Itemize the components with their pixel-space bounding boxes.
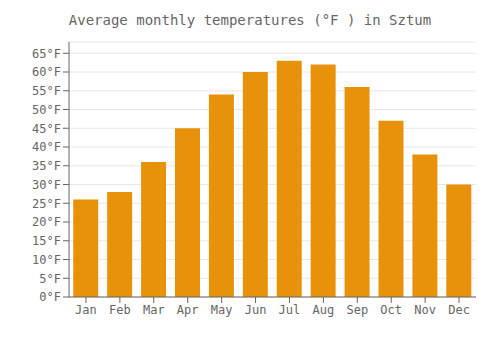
svg-text:May: May: [211, 303, 233, 317]
svg-text:Feb: Feb: [109, 303, 131, 317]
svg-text:Mar: Mar: [143, 303, 165, 317]
svg-text:Jun: Jun: [245, 303, 267, 317]
svg-text:10°F: 10°F: [32, 253, 61, 267]
svg-text:20°F: 20°F: [32, 215, 61, 229]
svg-text:45°F: 45°F: [32, 122, 61, 136]
svg-text:50°F: 50°F: [32, 103, 61, 117]
svg-text:30°F: 30°F: [32, 178, 61, 192]
svg-text:15°F: 15°F: [32, 234, 61, 248]
html-text:Average monthly temperatures (: Average monthly temperatures (°F ) in Sz…: [68, 12, 432, 28]
svg-text:Dec: Dec: [448, 303, 470, 317]
svg-text:Oct: Oct: [380, 303, 402, 317]
svg-text:25°F: 25°F: [32, 197, 61, 211]
svg-text:65°F: 65°F: [32, 47, 61, 61]
svg-text:Sep: Sep: [346, 303, 368, 317]
svg-text:Jan: Jan: [75, 303, 97, 317]
svg-text:0°F: 0°F: [39, 290, 61, 304]
svg-text:5°F: 5°F: [39, 272, 61, 286]
svg-text:60°F: 60°F: [32, 65, 61, 79]
svg-text:Jul: Jul: [279, 303, 301, 317]
svg-text:35°F: 35°F: [32, 159, 61, 173]
svg-text:Aug: Aug: [313, 303, 335, 317]
svg-text:40°F: 40°F: [32, 140, 61, 154]
svg-text:Nov: Nov: [414, 303, 436, 317]
svg-text:55°F: 55°F: [32, 84, 61, 98]
svg-text:Apr: Apr: [177, 303, 199, 317]
